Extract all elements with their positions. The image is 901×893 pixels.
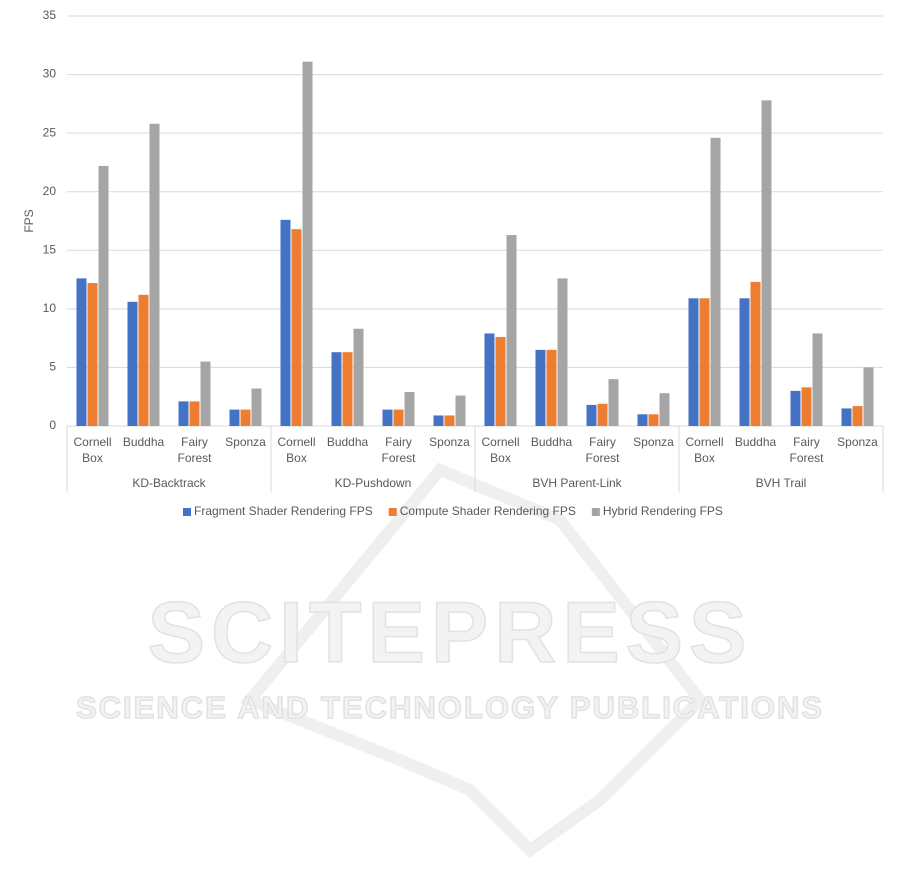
x-tick-label: Sponza [837, 435, 878, 449]
y-tick-label: 35 [43, 8, 57, 22]
x-tick-label: Fairy Forest [177, 435, 212, 465]
group-label: BVH Parent-Link [532, 476, 622, 490]
y-tick-label: 10 [43, 301, 57, 315]
x-tick-label: Fairy Forest [381, 435, 416, 465]
bar [659, 393, 670, 426]
legend-swatch [591, 508, 600, 516]
bar [739, 298, 750, 426]
bar [688, 298, 699, 426]
x-tick-label: Cornell Box [481, 435, 519, 465]
group-label: KD-Backtrack [132, 476, 206, 490]
y-axis-label: FPS [22, 209, 36, 232]
x-tick-label: Buddha [327, 435, 369, 449]
bar [178, 401, 189, 426]
y-tick-label: 0 [49, 418, 56, 432]
bar [506, 235, 517, 426]
legend-label: Compute Shader Rendering FPS [400, 504, 576, 518]
x-tick-label: Cornell Box [277, 435, 315, 465]
bar [342, 352, 353, 426]
bar [790, 390, 801, 426]
bar [699, 298, 710, 426]
bar [331, 352, 342, 426]
y-tick-label: 20 [43, 184, 57, 198]
bar [98, 165, 109, 426]
legend-swatch [183, 508, 191, 516]
bar [484, 333, 495, 426]
x-tick-label: Fairy Forest [585, 435, 620, 465]
bar [433, 415, 444, 426]
bar [546, 349, 557, 426]
bar [291, 229, 302, 426]
bar [127, 301, 138, 426]
bar [229, 409, 240, 426]
bar [495, 336, 506, 426]
bar [76, 278, 87, 426]
bar [200, 361, 211, 426]
bar [812, 333, 823, 426]
y-tick-label: 25 [43, 125, 57, 139]
bar [444, 415, 455, 426]
x-tick-label: Fairy Forest [789, 435, 824, 465]
x-tick-label: Sponza [225, 435, 266, 449]
bar [251, 388, 262, 426]
group-label: BVH Trail [756, 476, 807, 490]
bar [608, 379, 619, 426]
bar [302, 61, 313, 426]
bar [404, 392, 415, 426]
bar [841, 408, 852, 426]
x-tick-label: Cornell Box [685, 435, 723, 465]
bar [637, 414, 648, 426]
y-tick-label: 30 [43, 67, 57, 81]
bar [393, 409, 404, 426]
legend-label: Fragment Shader Rendering FPS [194, 504, 373, 518]
legend-label: Hybrid Rendering FPS [603, 504, 723, 518]
x-tick-label: Buddha [531, 435, 573, 449]
bar [863, 367, 874, 426]
bar [455, 395, 466, 426]
bar [801, 387, 812, 426]
bar [149, 123, 160, 427]
bar [586, 404, 597, 426]
x-tick-label: Sponza [429, 435, 470, 449]
watermark-subtitle: SCIENCE AND TECHNOLOGY PUBLICATIONS [76, 690, 824, 725]
x-tick-label: Cornell Box [73, 435, 111, 465]
bar [280, 219, 291, 426]
bar [597, 403, 608, 426]
bar [750, 281, 761, 426]
x-tick-label: Buddha [123, 435, 165, 449]
bar [138, 294, 149, 426]
watermark-shape [240, 462, 708, 858]
bar [535, 349, 546, 426]
bar [353, 328, 364, 426]
bar [557, 278, 568, 426]
group-label: KD-Pushdown [335, 476, 412, 490]
bar [648, 414, 659, 426]
bar [240, 409, 251, 426]
bar [189, 401, 200, 426]
y-tick-label: 5 [49, 360, 56, 374]
bar [852, 406, 863, 426]
bar [87, 283, 98, 426]
x-tick-label: Buddha [735, 435, 777, 449]
y-tick-label: 15 [43, 242, 57, 256]
x-tick-label: Sponza [633, 435, 674, 449]
bar [382, 409, 393, 426]
legend-swatch [388, 508, 397, 516]
watermark-title: SCITEPRESS [148, 585, 753, 681]
bar [761, 100, 772, 426]
bar [710, 137, 721, 427]
